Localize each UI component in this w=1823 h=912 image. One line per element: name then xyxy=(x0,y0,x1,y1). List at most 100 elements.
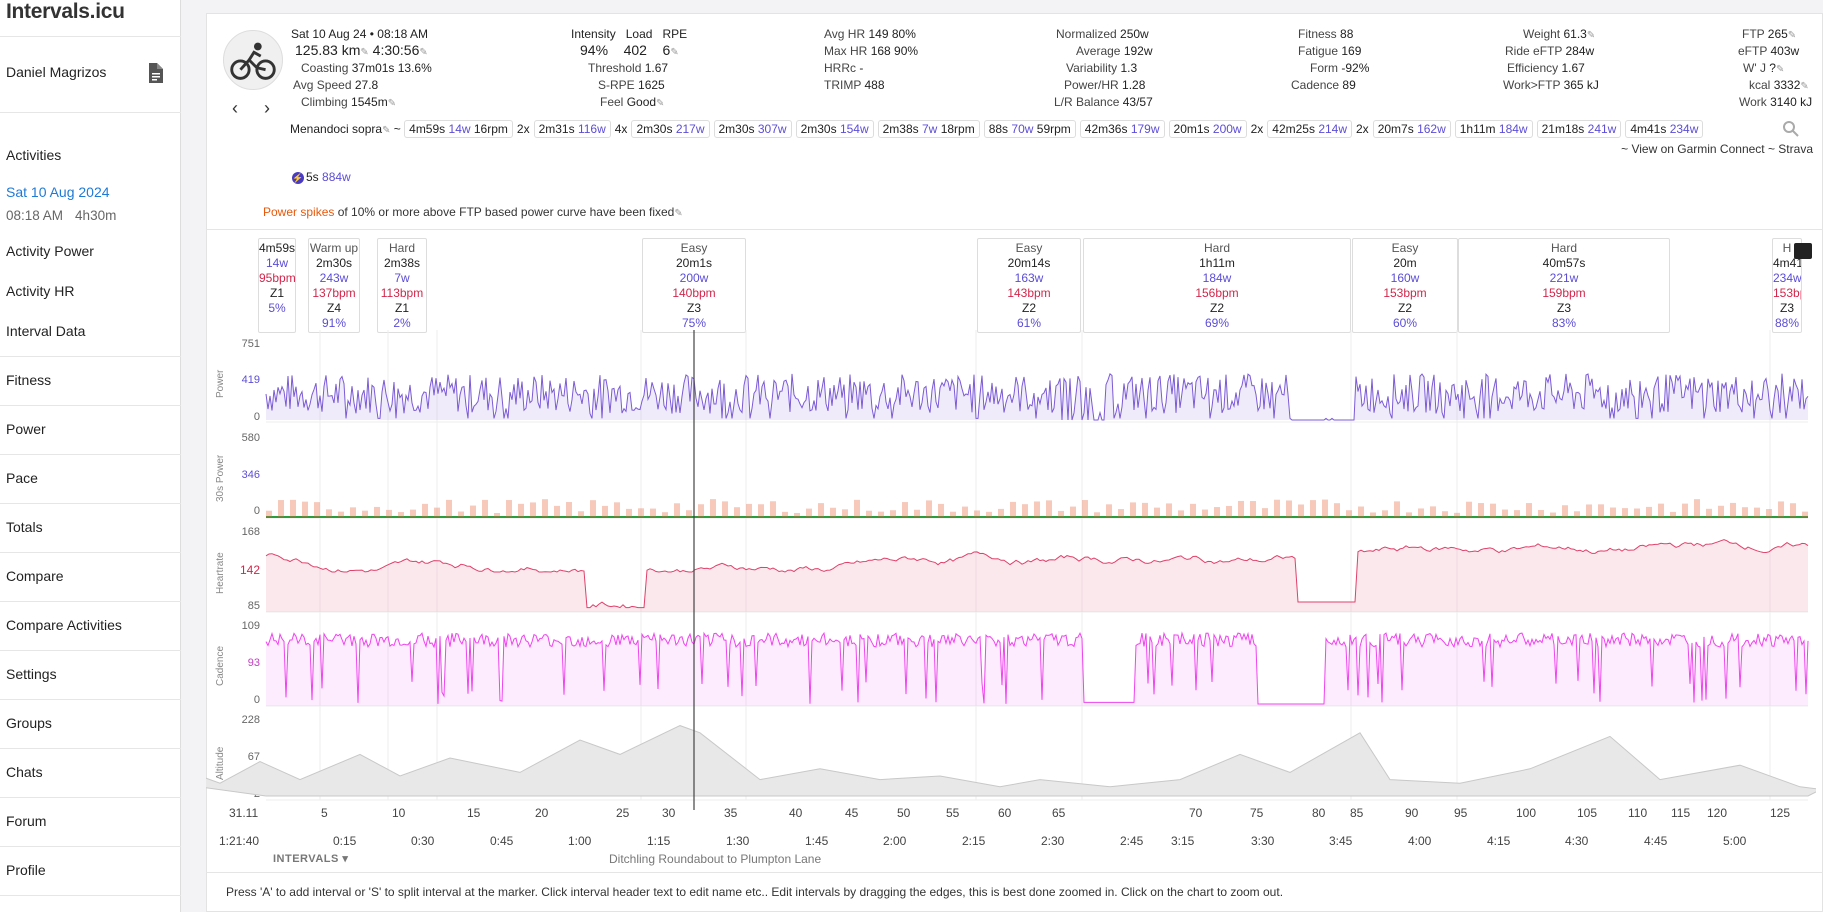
segment-name[interactable]: Ditchling Roundabout to Plumpton Lane xyxy=(609,852,822,866)
activity-name[interactable]: Menandoci sopra xyxy=(290,122,383,136)
interval-header[interactable]: Hard 2m38s 7w 113bpm Z1 2% xyxy=(377,238,427,333)
sidebar-item-totals[interactable]: Totals xyxy=(6,519,43,535)
distance-tick: 65 xyxy=(1052,806,1066,820)
pencil-icon[interactable]: ✎ xyxy=(656,98,665,109)
sidebar-item-compare-activities[interactable]: Compare Activities xyxy=(6,617,122,633)
interval-pill[interactable]: 1h11m 184w xyxy=(1454,120,1533,138)
interval-header[interactable]: Hard 40m57s 221w 159bpm Z3 83% xyxy=(1458,238,1670,333)
sidebar-item-activity-power[interactable]: Activity Power xyxy=(6,243,94,259)
interval-header[interactable]: Easy 20m 160w 153bpm Z2 60% xyxy=(1352,238,1458,333)
interval-header[interactable]: Easy 20m1s 200w 140bpm Z3 75% xyxy=(642,238,746,333)
pencil-icon[interactable]: ✎ xyxy=(419,47,428,58)
distance-tick: 50 xyxy=(897,806,911,820)
pencil-icon[interactable]: ✎ xyxy=(387,98,397,109)
power-axis-min: 0 xyxy=(253,411,260,423)
search-icon[interactable] xyxy=(1782,120,1800,138)
power30-bar xyxy=(662,512,668,517)
interval-bpm: 137bpm xyxy=(312,286,356,300)
document-icon[interactable] xyxy=(147,63,163,83)
power-spikes-highlight[interactable]: Power spikes xyxy=(263,205,335,219)
pencil-icon[interactable]: ✎ xyxy=(674,208,683,219)
cadence-area xyxy=(266,633,1808,706)
power30-bar xyxy=(590,500,596,517)
interval-pill[interactable]: 2m38s 7w 18rpm xyxy=(877,120,980,138)
user-name[interactable]: Daniel Magrizos xyxy=(6,64,107,80)
sidebar-item-settings[interactable]: Settings xyxy=(6,666,57,682)
interval-pill[interactable]: 21m18s 241w xyxy=(1536,120,1622,138)
sidebar-item-compare[interactable]: Compare xyxy=(6,568,64,584)
interval-pill[interactable]: 2m30s 307w xyxy=(713,120,792,138)
sidebar-item-power[interactable]: Power xyxy=(6,421,46,437)
pill-duration: 88s xyxy=(988,122,1009,136)
pill-watts: 234w xyxy=(1669,122,1699,136)
comment-icon[interactable] xyxy=(1794,243,1812,259)
help-text: Press 'A' to add interval or 'S' to spli… xyxy=(226,885,1284,899)
eftp-label: eFTP xyxy=(1738,44,1768,58)
sidebar-item-interval-data[interactable]: Interval Data xyxy=(6,323,86,339)
power30-bar xyxy=(902,502,908,517)
interval-pill[interactable]: 4m59s 14w 16rpm xyxy=(404,120,513,138)
pencil-icon[interactable]: ✎ xyxy=(1586,30,1596,41)
sidebar-item-fitness[interactable]: Fitness xyxy=(6,372,52,388)
interval-header[interactable]: 4m59s 14w 95bpm Z1 5% xyxy=(258,238,296,333)
time-tick: 0:15 xyxy=(333,834,357,848)
trimp-value: 488 xyxy=(864,78,885,92)
interval-pill[interactable]: 4m41s 234w xyxy=(1625,120,1704,138)
distance-stat[interactable]: 125.83 km✎ 4:30:56✎ xyxy=(295,43,428,60)
power30-bar xyxy=(1490,503,1496,517)
interval-pct: 61% xyxy=(1016,316,1042,330)
wj-label: W' J xyxy=(1743,61,1766,75)
power-hr-stat: Power/HR 1.28 xyxy=(1064,78,1145,93)
cadence-line xyxy=(265,631,1809,705)
work-ftp-label: Work>FTP xyxy=(1503,78,1561,92)
interval-pill[interactable]: 2m31s 116w xyxy=(533,120,611,138)
time-tick: 4:30 xyxy=(1565,834,1589,848)
interval-header[interactable]: Hard 1h11m 184w 156bpm Z2 69% xyxy=(1083,238,1351,333)
power30-bar xyxy=(1190,503,1196,517)
divider xyxy=(0,356,181,357)
sidebar-item-groups[interactable]: Groups xyxy=(6,715,52,731)
normalized-label: Normalized xyxy=(1056,27,1117,41)
power30-bar xyxy=(338,511,344,517)
interval-header[interactable]: Easy 20m14s 163w 143bpm Z2 61% xyxy=(977,238,1081,333)
pencil-icon[interactable]: ✎ xyxy=(360,47,369,58)
interval-type: Easy xyxy=(680,241,708,255)
sidebar-item-chats[interactable]: Chats xyxy=(6,764,43,780)
intervals-dropdown[interactable]: INTERVALS ▾ xyxy=(273,852,348,865)
power30-bar xyxy=(950,511,956,517)
power30-bar xyxy=(1250,501,1256,517)
pencil-icon[interactable]: ✎ xyxy=(382,125,391,136)
weight-label: Weight xyxy=(1523,27,1561,41)
power30-bar xyxy=(1790,503,1796,517)
interval-pill[interactable]: 2m30s 154w xyxy=(795,120,874,138)
activity-charts[interactable] xyxy=(206,330,1816,810)
interval-pill[interactable]: 2m30s 217w xyxy=(631,120,710,138)
interval-pill[interactable]: 42m36s 179w xyxy=(1079,120,1165,138)
interval-pill[interactable]: 42m25s 214w xyxy=(1267,120,1352,138)
sidebar-item-forum[interactable]: Forum xyxy=(6,813,47,829)
power30-bar xyxy=(986,511,992,517)
activity-date-link[interactable]: Sat 10 Aug 2024 xyxy=(6,184,110,200)
next-activity-arrow[interactable]: › xyxy=(264,98,270,118)
distance-value: 125.83 km xyxy=(295,42,361,58)
pencil-icon[interactable]: ✎ xyxy=(1800,81,1809,92)
sidebar-item-profile[interactable]: Profile xyxy=(6,862,46,878)
external-links[interactable]: ~ View on Garmin Connect ~ Strava xyxy=(1621,142,1813,156)
previous-activity-arrow[interactable]: ‹ xyxy=(232,98,238,118)
hr-line xyxy=(265,539,1809,609)
interval-pill[interactable]: 20m7s 162w xyxy=(1372,120,1451,138)
work-label: Work xyxy=(1739,95,1767,109)
peak-power-badge[interactable]: ⚡ 5s 884w xyxy=(292,170,351,184)
power30-bar xyxy=(1130,502,1136,517)
interval-header[interactable]: Warm up 2m30s 243w 137bpm Z4 91% xyxy=(308,238,360,333)
interval-pill[interactable]: 88s 70w 59rpm xyxy=(983,120,1076,138)
power30-bar xyxy=(362,510,368,517)
app-title[interactable]: Intervals.icu xyxy=(6,0,125,23)
pencil-icon[interactable]: ✎ xyxy=(1787,30,1797,41)
sidebar-item-pace[interactable]: Pace xyxy=(6,470,38,486)
pencil-icon[interactable]: ✎ xyxy=(1775,64,1785,75)
sidebar-item-activity-hr[interactable]: Activity HR xyxy=(6,283,75,299)
interval-pill[interactable]: 20m1s 200w xyxy=(1168,120,1247,138)
sidebar-item-activities[interactable]: Activities xyxy=(6,147,62,163)
pencil-icon[interactable]: ✎ xyxy=(670,47,679,58)
